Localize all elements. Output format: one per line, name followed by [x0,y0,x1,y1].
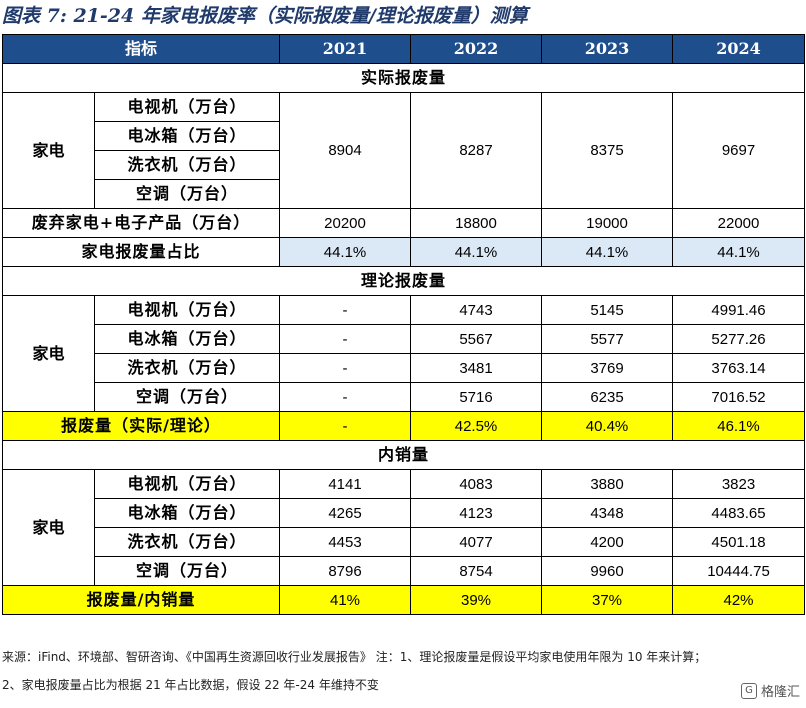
table-cell: 22000 [672,208,806,238]
category-label: 家电 [2,92,95,209]
item-label: 电冰箱（万台） [93,498,281,528]
category-label: 家电 [2,469,95,586]
table-cell: 4453 [279,527,412,557]
header-row: 指标 2021 2022 2023 2024 [1,34,806,64]
share-label: 家电报废量占比 [1,237,281,267]
table-cell: 4348 [541,498,674,528]
item-label: 电视机（万台） [93,92,281,122]
table-cell: 4265 [279,498,412,528]
table-cell: 8375 [541,92,674,209]
table-cell: 3481 [410,353,543,383]
watermark: G 格隆汇 [740,681,800,700]
source-note: 来源：iFind、环境部、智研咨询、《中国再生资源回收行业发展报告》 注：1、理… [2,650,707,664]
table-cell: 39% [410,585,543,615]
table-cell: 37% [541,585,674,615]
ratio-label: 报废量（实际/理论） [1,411,281,441]
table-cell: 6235 [541,382,674,412]
item-label: 空调（万台） [93,382,281,412]
table-cell: 4077 [410,527,543,557]
item-label: 电冰箱（万台） [93,121,281,151]
section-actual: 实际报废量 [1,63,806,93]
table-cell: 18800 [410,208,543,238]
table-cell: 8754 [410,556,543,586]
table-cell: 44.1% [672,237,806,267]
section-theory: 理论报废量 [1,266,806,296]
header-indicator: 指标 [1,34,281,64]
table-cell: 3880 [541,469,674,499]
table-cell: 4991.46 [672,295,806,325]
table-cell: 8287 [410,92,543,209]
table-cell: 42% [672,585,806,615]
table-cell: 4141 [279,469,412,499]
item-label: 电冰箱（万台） [93,324,281,354]
header-year: 2022 [410,34,543,64]
table-cell: - [279,324,412,354]
table-cell: 44.1% [541,237,674,267]
item-label: 空调（万台） [93,556,281,586]
table-cell: 4083 [410,469,543,499]
table-cell: - [279,411,412,441]
table-cell: 44.1% [410,237,543,267]
table-cell: 3763.14 [672,353,806,383]
item-label: 洗衣机（万台） [93,353,281,383]
page-title: 图表 7: 21-24 年家电报废率（实际报废量/理论报废量）测算 [2,5,528,27]
table-cell: 42.5% [410,411,543,441]
data-table-wrapper: 指标 2021 2022 2023 2024 实际报废量 家电 电视机（万台） … [1,34,806,615]
waste-label: 废弃家电+电子产品（万台） [1,208,281,238]
header-year: 2021 [279,34,412,64]
table-cell: 19000 [541,208,674,238]
table-cell: 5716 [410,382,543,412]
item-label: 空调（万台） [93,179,281,209]
table-cell: 10444.75 [672,556,806,586]
table-cell: 5567 [410,324,543,354]
table-cell: 7016.52 [672,382,806,412]
table-cell: 9960 [541,556,674,586]
item-label: 电视机（万台） [93,295,281,325]
category-label: 家电 [2,295,95,412]
table-cell: 8904 [279,92,412,209]
table-cell: - [279,382,412,412]
table-cell: - [279,353,412,383]
source-note: 2、家电报废量占比为根据 21 年占比数据，假设 22 年-24 年维持不变 [2,678,379,692]
table-cell: 3823 [672,469,806,499]
table-cell: 40.4% [541,411,674,441]
data-table: 指标 2021 2022 2023 2024 实际报废量 家电 电视机（万台） … [1,34,806,615]
table-cell: 4743 [410,295,543,325]
table-cell: 8796 [279,556,412,586]
table-cell: 4123 [410,498,543,528]
section-domestic: 内销量 [1,440,806,470]
table-cell: 9697 [672,92,806,209]
item-label: 电视机（万台） [93,469,281,499]
item-label: 洗衣机（万台） [93,527,281,557]
table-cell: 46.1% [672,411,806,441]
table-cell: 20200 [279,208,412,238]
table-cell: 4200 [541,527,674,557]
header-year: 2024 [672,34,806,64]
table-cell: 5277.26 [672,324,806,354]
header-year: 2023 [541,34,674,64]
table-cell: 44.1% [279,237,412,267]
table-cell: 3769 [541,353,674,383]
table-cell: 4483.65 [672,498,806,528]
table-cell: - [279,295,412,325]
table-cell: 5577 [541,324,674,354]
table-cell: 41% [279,585,412,615]
table-cell: 4501.18 [672,527,806,557]
table-cell: 5145 [541,295,674,325]
watermark-text: 格隆汇 [760,685,800,700]
item-label: 洗衣机（万台） [93,150,281,180]
ratio-label: 报废量/内销量 [1,585,281,615]
gelonghui-logo-icon: G [740,682,757,699]
